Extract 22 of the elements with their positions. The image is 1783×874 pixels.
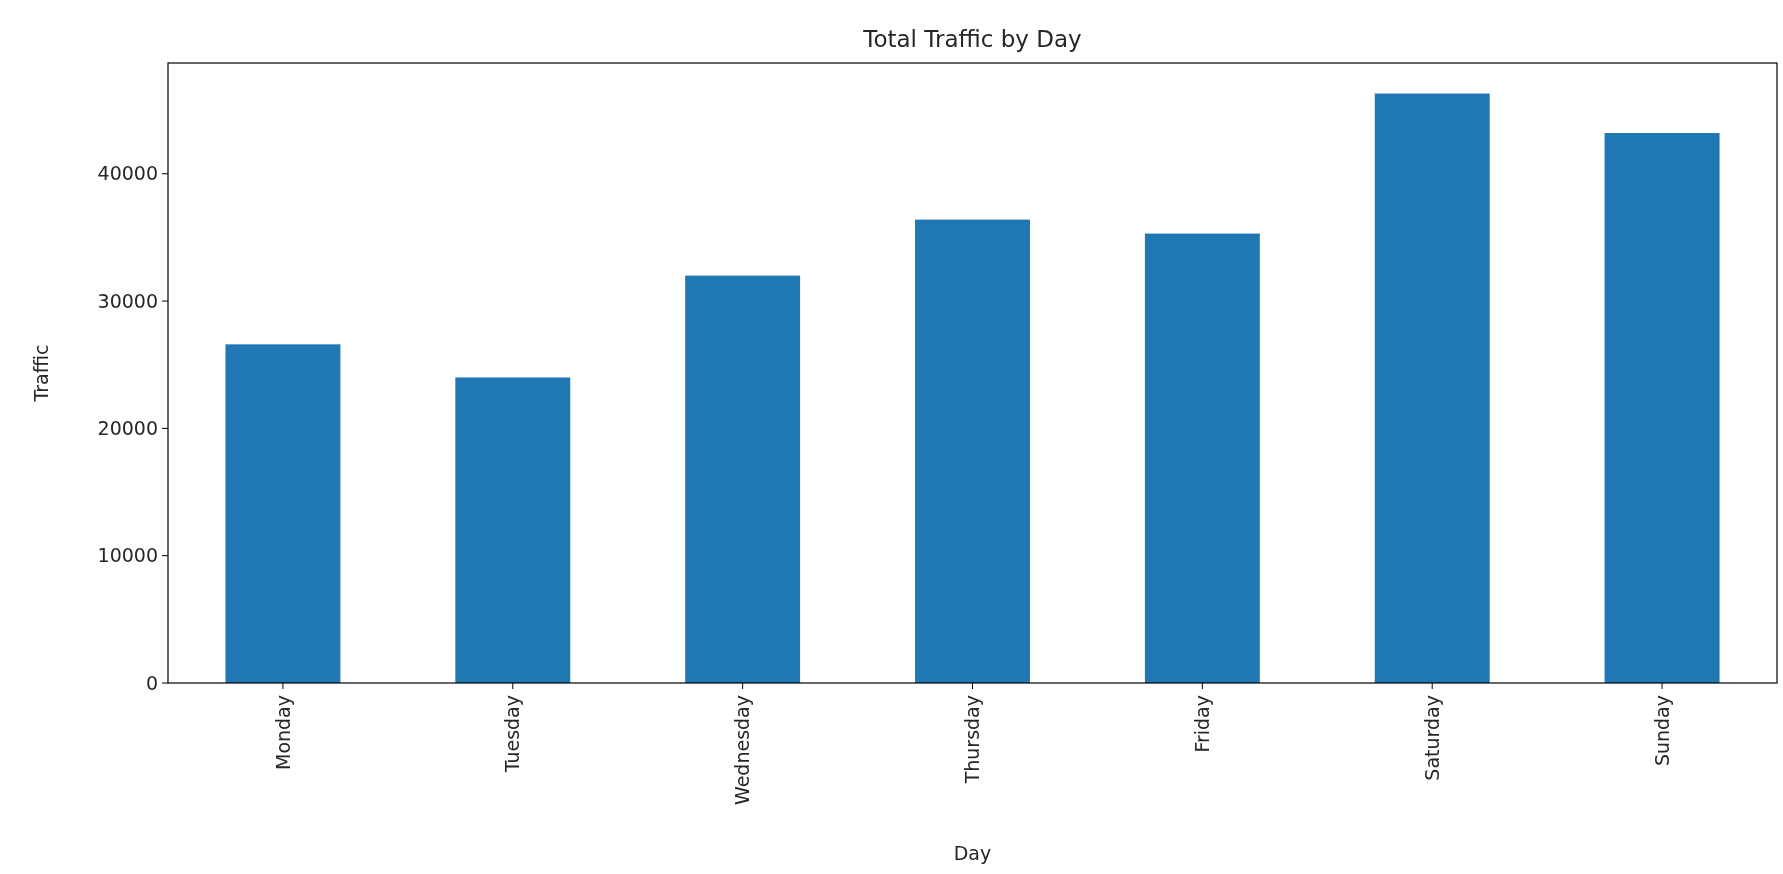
bar [915, 219, 1030, 683]
x-tick-label: Monday [271, 695, 294, 771]
y-tick-label: 10000 [97, 544, 158, 567]
x-tick-label: Saturday [1420, 695, 1443, 781]
bar [1144, 233, 1260, 683]
y-tick-label: 30000 [97, 289, 158, 312]
x-tick-label: Sunday [1650, 695, 1673, 767]
x-tick-label: Friday [1191, 695, 1214, 753]
bar [225, 344, 341, 683]
y-tick-label: 40000 [97, 162, 158, 185]
y-tick-label: 0 [145, 671, 158, 694]
x-tick-label: Tuesday [501, 695, 524, 774]
y-tick-label: 20000 [97, 417, 158, 440]
x-tick-label: Wednesday [731, 695, 754, 806]
bar [1604, 133, 1720, 683]
bar [455, 377, 571, 683]
x-axis-title: Day [953, 842, 992, 864]
bar [685, 275, 801, 683]
bar [1374, 93, 1490, 683]
chart-title: Total Traffic by Day [862, 26, 1082, 52]
x-tick-label: Thursday [961, 695, 984, 785]
y-axis-title: Traffic [30, 344, 52, 403]
